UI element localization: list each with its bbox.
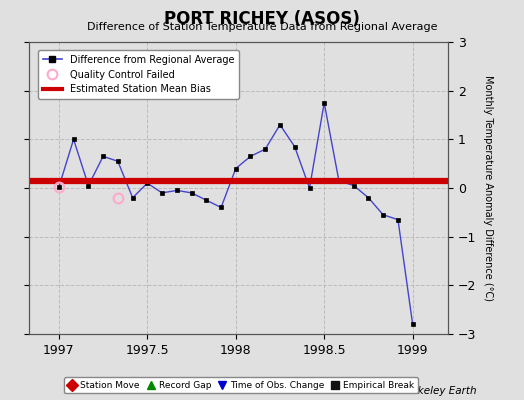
Legend: Difference from Regional Average, Quality Control Failed, Estimated Station Mean: Difference from Regional Average, Qualit… [38,50,239,99]
Legend: Station Move, Record Gap, Time of Obs. Change, Empirical Break: Station Move, Record Gap, Time of Obs. C… [64,377,418,394]
Text: Berkeley Earth: Berkeley Earth [400,386,477,396]
Text: PORT RICHEY (ASOS): PORT RICHEY (ASOS) [164,10,360,28]
Y-axis label: Monthly Temperature Anomaly Difference (°C): Monthly Temperature Anomaly Difference (… [483,75,493,301]
Text: Difference of Station Temperature Data from Regional Average: Difference of Station Temperature Data f… [87,22,437,32]
